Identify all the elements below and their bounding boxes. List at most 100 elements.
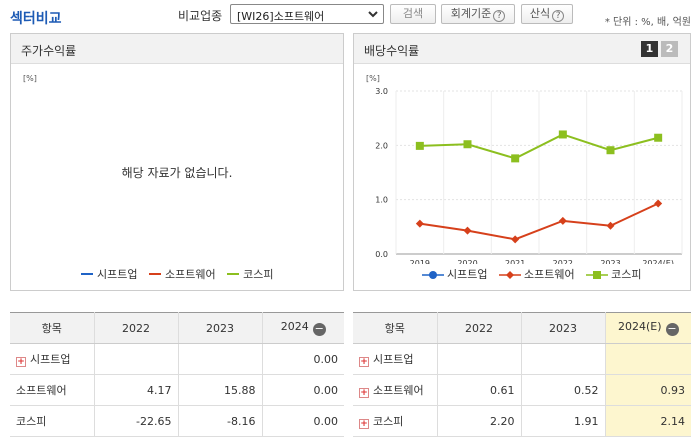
y-tick-label: 1.0	[375, 196, 388, 205]
table-cell: 0.00	[262, 405, 344, 437]
table-row: + 시프트업 0.00	[10, 343, 344, 375]
tab-page-2[interactable]: 2	[661, 41, 678, 57]
sector-select-value: [WI26]소프트웨어	[237, 10, 325, 23]
dividend-yield-chart: 0.0 1.0 2.0 3.0 2019 2020 2021 2022 2023 2024(E)	[375, 87, 683, 264]
legend-item[interactable]: 소프트웨어	[148, 266, 216, 282]
data-point	[654, 133, 663, 142]
y-tick-label: 2.0	[375, 141, 388, 150]
data-point	[558, 216, 567, 225]
panel-title: 주가수익률	[21, 44, 77, 58]
x-tick-label: 2021	[505, 259, 525, 264]
legend-marker-icon	[498, 271, 521, 279]
page-title: 섹터비교	[10, 11, 62, 27]
legend-item[interactable]: 시프트업	[81, 266, 137, 282]
column-header: 2024(E) −	[605, 312, 691, 344]
tab-page-1[interactable]: 1	[641, 41, 658, 57]
legend-line-icon	[148, 273, 161, 275]
data-point	[415, 219, 424, 228]
expand-plus-icon[interactable]: +	[16, 357, 26, 367]
table-cell: 0.00	[262, 374, 344, 406]
legend-marker-icon	[422, 271, 444, 279]
y-tick-label: 3.0	[375, 87, 388, 96]
series-line	[419, 202, 659, 241]
legend-marker-icon	[586, 271, 609, 279]
row-label[interactable]: + 소프트웨어	[353, 374, 438, 406]
no-data-message: 해당 자료가 없습니다.	[121, 166, 233, 180]
chart-legend: 시프트업 소프트웨어 코스피	[422, 266, 649, 282]
help-icon: ?	[493, 10, 506, 22]
data-point	[511, 154, 520, 163]
series-line	[419, 133, 659, 160]
data-point	[415, 141, 424, 150]
row-label[interactable]: + 코스피	[353, 405, 438, 437]
table-cell: 0.61	[437, 374, 522, 406]
help-icon: ?	[552, 10, 565, 22]
table-row: 소프트웨어 4.17 15.88 0.00	[10, 374, 344, 406]
table-cell: 15.88	[178, 374, 263, 406]
expand-plus-icon[interactable]: +	[359, 357, 369, 367]
table-cell	[605, 343, 691, 375]
accounting-standard-button[interactable]: 회계기준?	[441, 4, 515, 24]
table-cell	[178, 343, 263, 375]
table-row: + 소프트웨어 0.61 0.52 0.93	[353, 374, 691, 406]
legend-item[interactable]: 코스피	[586, 266, 641, 282]
unit-note: * 단위 : %, 배, 억원	[604, 17, 691, 28]
chart-unit: [%]	[23, 74, 37, 83]
column-header: 2024−	[262, 312, 344, 344]
x-tick-label: 2023	[600, 259, 620, 264]
data-point	[654, 199, 663, 208]
collapse-minus-icon[interactable]: −	[665, 322, 679, 336]
table-cell: 0.00	[262, 343, 344, 375]
row-label[interactable]: + 시프트업	[10, 343, 95, 375]
legend-item[interactable]: 코스피	[227, 266, 273, 282]
x-tick-label: 2024(E)	[642, 259, 674, 264]
table-cell	[437, 343, 522, 375]
table-cell	[94, 343, 179, 375]
table-cell: 2.14	[605, 405, 691, 437]
accounting-standard-label: 회계기준	[450, 7, 492, 20]
table-cell: 2.20	[437, 405, 522, 437]
chart-legend: 시프트업 소프트웨어 코스피	[81, 266, 281, 282]
row-label[interactable]: + 시프트업	[353, 343, 438, 375]
column-header: 2023	[521, 312, 606, 344]
x-tick-label: 2022	[553, 259, 573, 264]
formula-button[interactable]: 산식?	[521, 4, 573, 24]
legend-item[interactable]: 소프트웨어	[498, 266, 575, 282]
column-header: 항목	[353, 312, 438, 344]
dividend-yield-table: 항목 2022 2023 2024(E) − + 시프트업 + 소프트웨어 0.61 …	[353, 312, 691, 437]
table-cell: 0.52	[521, 374, 606, 406]
panel-header: 주가수익률	[11, 34, 343, 64]
expand-plus-icon[interactable]: +	[359, 388, 369, 398]
row-label: 소프트웨어	[10, 374, 95, 406]
data-point	[511, 235, 520, 244]
search-button[interactable]: 검색	[390, 4, 436, 24]
column-header: 2023	[178, 312, 263, 344]
table-row: + 시프트업	[353, 343, 691, 375]
stock-return-panel: 주가수익률 [%] 해당 자료가 없습니다. 시프트업 소프트웨어 코스피	[10, 33, 344, 291]
data-point	[606, 146, 615, 155]
header: 섹터비교 비교업종 [WI26]소프트웨어 검색 회계기준? 산식? * 단위 …	[0, 0, 697, 32]
expand-plus-icon[interactable]: +	[359, 419, 369, 429]
column-header: 2022	[94, 312, 179, 344]
chevron-down-icon	[368, 11, 378, 18]
compare-sector-label: 비교업종	[178, 9, 223, 23]
sector-select[interactable]: [WI26]소프트웨어	[230, 4, 384, 24]
data-point	[463, 140, 472, 149]
table-cell: 4.17	[94, 374, 179, 406]
table-cell: 1.91	[521, 405, 606, 437]
row-label: 코스피	[10, 405, 95, 437]
data-point	[558, 130, 567, 139]
legend-item[interactable]: 시프트업	[422, 266, 487, 282]
y-tick-label: 0.0	[375, 250, 388, 259]
collapse-minus-icon[interactable]: −	[312, 322, 326, 336]
table-header-row: 항목 2022 2023 2024(E) −	[353, 312, 691, 344]
legend-line-icon	[227, 273, 240, 275]
x-tick-label: 2019	[410, 259, 430, 264]
table-row: 코스피 -22.65 -8.16 0.00	[10, 405, 344, 437]
table-cell: -8.16	[178, 405, 263, 437]
column-header: 항목	[10, 312, 95, 344]
x-tick-label: 2020	[457, 259, 477, 264]
